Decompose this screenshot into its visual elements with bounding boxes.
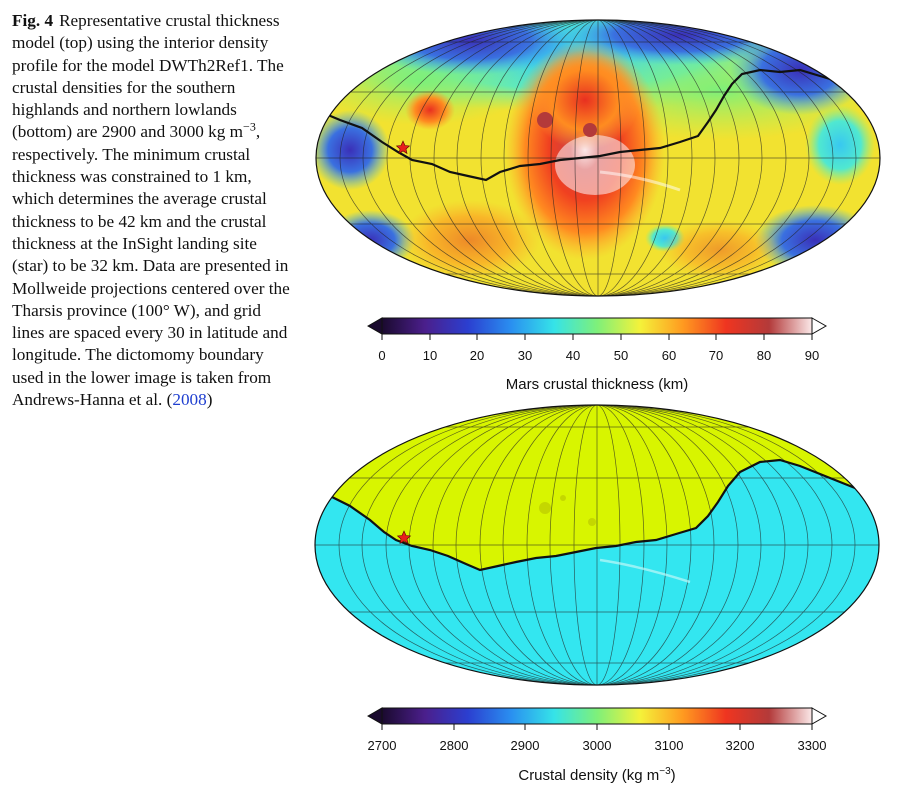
insight-star-bottom — [396, 530, 412, 545]
top-colorbar-label: Mars crustal thickness (km) — [506, 376, 689, 393]
top-tick-label: 90 — [805, 348, 819, 363]
top-tick-label: 40 — [566, 348, 580, 363]
bottom-tick-label: 3000 — [583, 738, 612, 753]
bottom-colorbar: 2700 2800 2900 3000 3100 3200 3300 Crust… — [366, 707, 828, 784]
crustal-density-map — [315, 405, 879, 685]
figure-label: Fig. 4 — [12, 11, 54, 30]
bottom-colorbar-label: Crustal density (kg m−3) — [518, 766, 675, 784]
top-tick-label: 80 — [757, 348, 771, 363]
caption-text-end: ) — [206, 390, 213, 410]
caption-sup: −3 — [243, 119, 256, 134]
top-tick-label: 20 — [470, 348, 484, 363]
bottom-map-outline — [314, 404, 880, 686]
bottom-tick-label: 3100 — [655, 738, 684, 753]
citation-link[interactable]: 2008 — [172, 390, 207, 410]
valles-marineris-texture — [599, 170, 681, 192]
crustal-thickness-map — [316, 20, 880, 296]
bottom-tick-label: 2900 — [511, 738, 540, 753]
northern-lowlands-region — [315, 405, 879, 570]
caption-text-2: , respectively. The minimum crustal thic… — [12, 122, 290, 410]
top-tick-label: 30 — [518, 348, 532, 363]
top-map-outline — [315, 19, 881, 297]
dichotomy-boundary-bottom — [329, 458, 861, 572]
top-tick-label: 60 — [662, 348, 676, 363]
top-tick-label: 0 — [378, 348, 385, 363]
bottom-tick-label: 2700 — [368, 738, 397, 753]
top-tick-label: 10 — [423, 348, 437, 363]
bottom-tick-label: 3300 — [798, 738, 827, 753]
caption-text-1: Representative crustal thickness model (… — [12, 11, 284, 142]
top-colorbar: 0 10 20 30 40 50 60 70 80 90 Mars crusta… — [366, 317, 828, 393]
dichotomy-boundary-top — [316, 68, 880, 182]
figure-caption: Fig. 4 Representative crustal thickness m… — [12, 10, 294, 411]
bottom-tick-label: 3200 — [726, 738, 755, 753]
insight-star-top — [395, 140, 411, 155]
bottom-tick-label: 2800 — [440, 738, 469, 753]
top-tick-label: 50 — [614, 348, 628, 363]
top-tick-label: 70 — [709, 348, 723, 363]
